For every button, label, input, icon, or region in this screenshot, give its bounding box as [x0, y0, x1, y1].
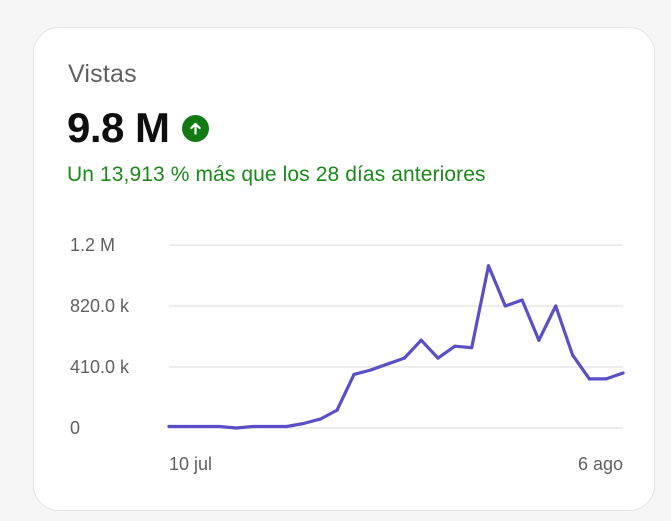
metric-value: 9.8 M: [67, 104, 170, 151]
data-point: [201, 424, 205, 429]
data-point: [419, 338, 423, 342]
comparison-text: Un 13,913 % más que los 28 días anterior…: [67, 163, 486, 186]
data-point: [486, 264, 491, 268]
y-tick-label: 1.2 M: [70, 235, 115, 255]
data-point: [537, 338, 541, 342]
y-tick-label: 0: [70, 418, 80, 438]
data-point: [251, 424, 255, 429]
data-point: [402, 356, 407, 360]
y-tick-label: 410.0 k: [70, 357, 130, 377]
data-point: [385, 362, 390, 366]
y-tick-label: 820.0 k: [70, 296, 130, 316]
data-point: [621, 371, 625, 375]
arrow-up-icon: [181, 114, 209, 142]
data-point: [285, 424, 289, 429]
data-point: [570, 353, 575, 357]
data-point: [352, 372, 356, 377]
data-point: [234, 426, 238, 430]
data-point: [184, 424, 188, 429]
views-card: Vistas 9.8 M Un 13,913 % más que los 28 …: [33, 27, 655, 511]
data-point: [503, 304, 507, 308]
data-point: [520, 298, 524, 302]
data-point: [301, 421, 306, 426]
views-line-chart: 0 410.0 k 820.0 k 1.2 M 10 jul 6 ago: [70, 235, 625, 474]
x-tick-label: 6 ago: [578, 454, 623, 474]
data-point: [554, 304, 558, 308]
data-point: [217, 424, 222, 429]
metric-row: 9.8 M: [67, 104, 209, 152]
data-point: [453, 344, 457, 348]
data-point: [369, 368, 373, 372]
data-point: [335, 408, 339, 412]
data-point: [587, 377, 591, 381]
x-tick-label: 10 jul: [169, 454, 212, 474]
data-point: [604, 377, 608, 381]
data-point: [436, 356, 440, 360]
data-point: [167, 424, 171, 429]
data-point: [470, 346, 474, 350]
card-title: Vistas: [68, 60, 137, 88]
series-line: [167, 264, 625, 430]
data-point: [318, 417, 322, 421]
data-point: [268, 424, 272, 429]
